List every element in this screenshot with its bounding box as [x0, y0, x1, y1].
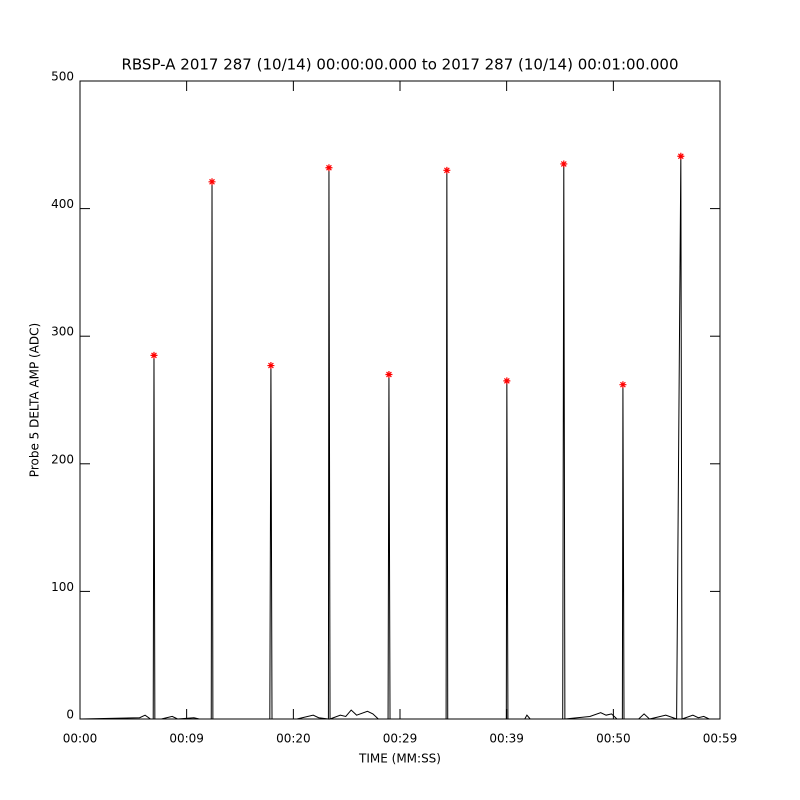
peak-marker	[503, 377, 511, 385]
y-axis-label: Probe 5 DELTA AMP (ADC)	[28, 323, 42, 477]
peak-marker	[150, 351, 158, 359]
peak-marker	[677, 152, 685, 160]
y-tick-label: 500	[51, 70, 74, 84]
y-tick-label: 200	[51, 452, 74, 466]
chart-title: RBSP-A 2017 287 (10/14) 00:00:00.000 to …	[121, 56, 678, 74]
x-tick-label: 00:39	[489, 732, 524, 746]
y-tick-label: 300	[51, 325, 74, 339]
x-tick-label: 00:09	[169, 732, 204, 746]
peak-marker	[385, 370, 393, 378]
y-tick-label: 0	[66, 708, 74, 722]
x-tick-label: 00:59	[703, 732, 738, 746]
y-tick-label: 400	[51, 197, 74, 211]
peak-marker	[267, 362, 275, 370]
x-tick-label: 00:20	[276, 732, 311, 746]
x-axis-label: TIME (MM:SS)	[358, 752, 441, 766]
x-tick-label: 00:29	[383, 732, 418, 746]
peak-marker	[325, 164, 333, 172]
peak-marker	[443, 166, 451, 174]
x-tick-label: 00:50	[596, 732, 631, 746]
y-tick-label: 100	[51, 580, 74, 594]
peak-marker	[619, 381, 627, 389]
peak-marker	[208, 178, 216, 186]
x-tick-label: 00:00	[63, 732, 98, 746]
data-line	[79, 156, 720, 720]
peak-marker	[560, 160, 568, 168]
